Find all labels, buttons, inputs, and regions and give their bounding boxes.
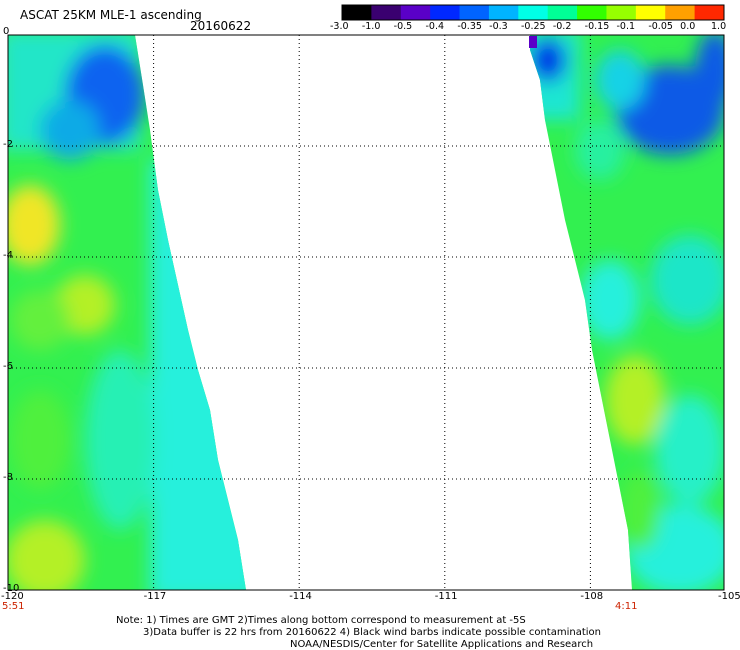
x-tick-label: -108 — [580, 591, 604, 602]
swath-edge-pixel — [529, 36, 537, 48]
colorbar-swatch — [488, 5, 519, 20]
colorbar-outline — [341, 4, 725, 21]
x-tick-label: -111 — [434, 591, 458, 602]
right-swath — [530, 35, 724, 590]
y-tick-label: 0 — [3, 26, 10, 37]
colorbar-tick-label: 0.0 — [680, 21, 696, 32]
colorbar-tick-label: -1.0 — [361, 21, 381, 32]
x-tick-label: -114 — [289, 591, 312, 602]
colorbar-swatch — [665, 5, 696, 20]
colorbar-swatch — [342, 5, 372, 20]
colorbar-tick-label: -0.15 — [584, 21, 610, 32]
colorbar-tick-label: -0.4 — [425, 21, 445, 32]
colorbar-tick-label: -3.0 — [330, 21, 349, 32]
colorbar-tick-label: -0.05 — [648, 21, 673, 32]
colorbar-swatch — [694, 5, 725, 20]
colorbar-tick-label: -0.25 — [521, 21, 546, 32]
gridlines — [8, 35, 724, 590]
colorbar-swatch — [606, 5, 637, 20]
x-tick-label: -105 — [718, 591, 740, 602]
note-line-3: NOAA/NESDIS/Center for Satellite Applica… — [290, 639, 594, 650]
colorbar-swatch — [430, 5, 461, 20]
colorbar-tick-label: -0.1 — [616, 21, 636, 32]
colorbar-tick-label: -0.35 — [457, 21, 482, 32]
colorbar-swatch — [577, 5, 607, 20]
y-tick-label: -8 — [3, 472, 13, 483]
note-line-2: 3)Data buffer is 22 hrs from 20160622 4)… — [143, 627, 601, 638]
y-tick-label: -10 — [3, 583, 20, 594]
y-tick-label: -6 — [3, 361, 13, 372]
colorbar-tick-label: 1.0 — [711, 21, 727, 32]
colorbar-tick-label: -0.3 — [489, 21, 508, 32]
map-date: 20160622 — [190, 19, 252, 33]
x-tick-label: -120 — [1, 591, 24, 602]
colorbar-swatch — [400, 5, 431, 20]
colorbar-tick-label: -0.5 — [393, 21, 413, 32]
colorbar-swatch — [518, 5, 549, 20]
map-frame — [7, 34, 725, 591]
left-swath — [8, 35, 246, 590]
map-title: ASCAT 25KM MLE-1 ascending — [20, 8, 202, 22]
x-tick-label: -117 — [143, 591, 167, 602]
y-tick-label: -4 — [3, 250, 13, 261]
y-tick-label: -2 — [3, 139, 13, 150]
colorbar-swatch — [547, 5, 578, 20]
colorbar — [341, 4, 725, 21]
colorbar-swatch — [459, 5, 490, 20]
note-line-1: Note: 1) Times are GMT 2)Times along bot… — [116, 615, 526, 626]
time-right: 4:11 — [615, 601, 638, 612]
colorbar-swatch — [371, 5, 402, 20]
time-left: 5:51 — [2, 601, 25, 612]
colorbar-tick-label: -0.2 — [552, 21, 572, 32]
colorbar-swatch — [635, 5, 666, 20]
